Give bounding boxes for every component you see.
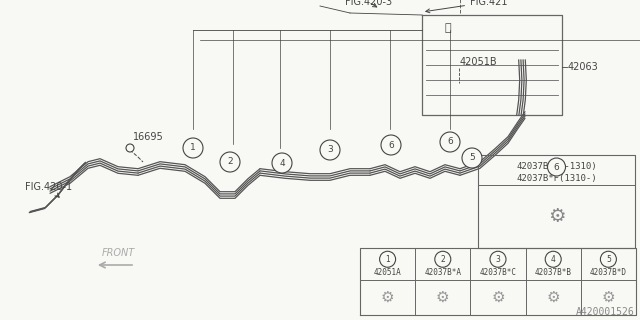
Text: FRONT: FRONT bbox=[101, 248, 134, 258]
Text: ⚙: ⚙ bbox=[491, 290, 505, 305]
Text: A420001526: A420001526 bbox=[576, 307, 635, 317]
Text: 4: 4 bbox=[279, 158, 285, 167]
Text: 42063: 42063 bbox=[568, 62, 599, 72]
Text: 16695: 16695 bbox=[133, 132, 164, 142]
Text: 2: 2 bbox=[227, 157, 233, 166]
Text: 6: 6 bbox=[447, 138, 453, 147]
Circle shape bbox=[462, 148, 482, 168]
Text: 2: 2 bbox=[440, 255, 445, 264]
Circle shape bbox=[600, 251, 616, 267]
Text: 6: 6 bbox=[554, 163, 559, 172]
Text: 42037B*B: 42037B*B bbox=[534, 268, 572, 276]
Circle shape bbox=[440, 132, 460, 152]
Text: ⚙: ⚙ bbox=[602, 290, 615, 305]
Circle shape bbox=[545, 251, 561, 267]
Circle shape bbox=[380, 251, 396, 267]
Text: ⚙: ⚙ bbox=[381, 290, 394, 305]
Text: 42051B: 42051B bbox=[460, 57, 498, 67]
Text: FIG.420-1: FIG.420-1 bbox=[25, 182, 72, 197]
Circle shape bbox=[435, 251, 451, 267]
Text: ⚙: ⚙ bbox=[548, 207, 565, 226]
Text: 1: 1 bbox=[190, 143, 196, 153]
Text: FIG.420-3: FIG.420-3 bbox=[345, 0, 392, 7]
Text: 42037B*F(1310-): 42037B*F(1310-) bbox=[516, 174, 597, 183]
Text: 3: 3 bbox=[327, 146, 333, 155]
Circle shape bbox=[320, 140, 340, 160]
Text: 1: 1 bbox=[385, 255, 390, 264]
Text: ⌒: ⌒ bbox=[445, 23, 451, 33]
Circle shape bbox=[272, 153, 292, 173]
Text: 3: 3 bbox=[495, 255, 500, 264]
Circle shape bbox=[220, 152, 240, 172]
Text: ⚙: ⚙ bbox=[547, 290, 560, 305]
Text: 6: 6 bbox=[388, 140, 394, 149]
Text: 42037B*A: 42037B*A bbox=[424, 268, 461, 276]
Text: ⚙: ⚙ bbox=[436, 290, 450, 305]
Text: 42037B*B(-1310): 42037B*B(-1310) bbox=[516, 162, 597, 171]
Text: 42037B*D: 42037B*D bbox=[590, 268, 627, 276]
Circle shape bbox=[490, 251, 506, 267]
Circle shape bbox=[126, 144, 134, 152]
Text: 5: 5 bbox=[469, 154, 475, 163]
Text: 5: 5 bbox=[606, 255, 611, 264]
Text: 4: 4 bbox=[551, 255, 556, 264]
Text: FIG.421: FIG.421 bbox=[426, 0, 508, 13]
Circle shape bbox=[183, 138, 203, 158]
Text: 42037B*C: 42037B*C bbox=[479, 268, 516, 276]
Circle shape bbox=[547, 158, 566, 176]
Circle shape bbox=[381, 135, 401, 155]
Text: 42051A: 42051A bbox=[374, 268, 401, 276]
